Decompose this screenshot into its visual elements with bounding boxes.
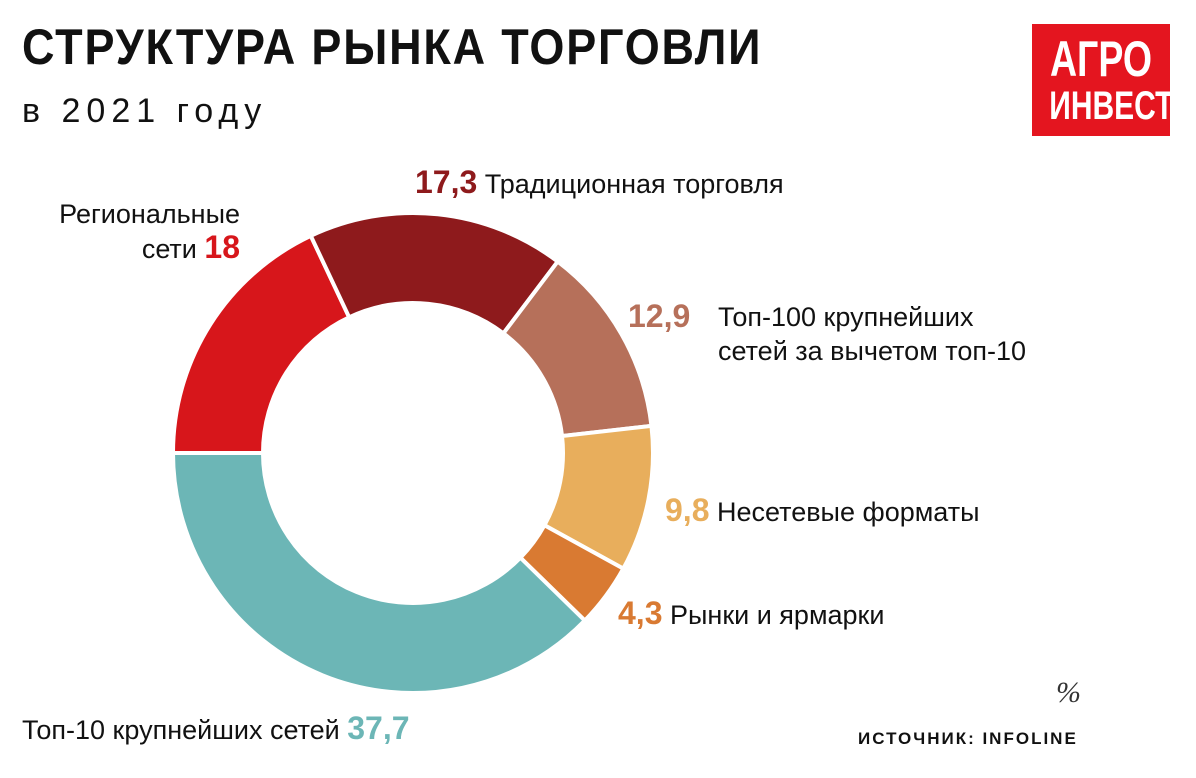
category-label: Топ-100 крупнейших сетей за вычетом топ-… xyxy=(718,302,1026,366)
category-label: Топ-10 крупнейших сетей xyxy=(22,715,340,745)
category-label: Традиционная торговля xyxy=(484,169,784,199)
slice-label: 12,9 Топ-100 крупнейших сетей за вычетом… xyxy=(628,300,1048,368)
value-label: 18 xyxy=(204,229,240,265)
chart-title: СТРУКТУРА РЫНКА ТОРГОВЛИ xyxy=(22,19,763,75)
logo: АГРО ИНВЕСТОР xyxy=(1032,24,1196,136)
category-label: Рынки и ярмарки xyxy=(670,600,885,630)
value-label: 37,7 xyxy=(347,710,410,746)
slice xyxy=(170,451,588,695)
value-label: 12,9 xyxy=(628,298,691,334)
value-label: 9,8 xyxy=(665,492,710,528)
slice xyxy=(170,233,352,455)
source: ИСТОЧНИК: INFOLINE xyxy=(858,729,1078,748)
unit-label: % xyxy=(1056,676,1081,709)
category-label: Региональные сети xyxy=(59,199,240,264)
slice-label: Региональные сети 18 xyxy=(0,198,240,266)
slice xyxy=(308,211,561,337)
slice-label: 4,3 Рынки и ярмарки xyxy=(618,597,884,632)
category-label: Несетевые форматы xyxy=(717,497,980,527)
chart-subtitle: в 2021 году xyxy=(22,92,268,130)
slice-label: 9,8 Несетевые форматы xyxy=(665,494,980,529)
value-label: 17,3 xyxy=(415,164,478,200)
slice-label: Топ-10 крупнейших сетей 37,7 xyxy=(22,712,410,747)
logo-line: АГРО xyxy=(1049,31,1153,87)
slice-label: 17,3 Традиционная торговля xyxy=(415,166,784,201)
value-label: 4,3 xyxy=(618,595,663,631)
